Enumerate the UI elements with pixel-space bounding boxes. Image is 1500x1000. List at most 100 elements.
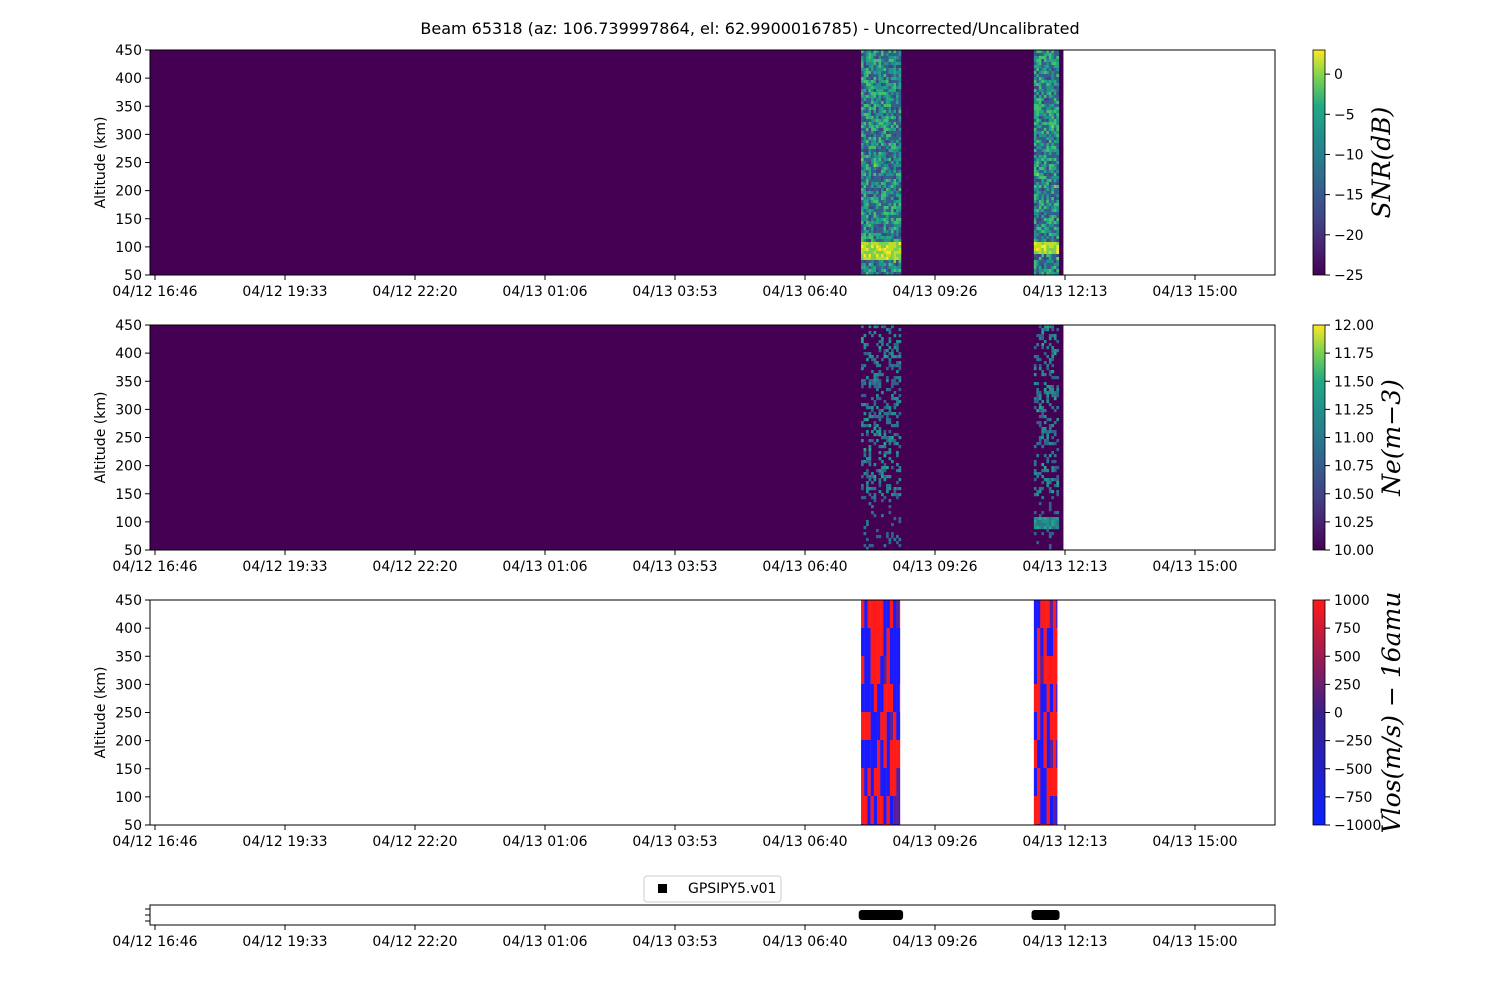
heatmap-cell (1056, 221, 1060, 225)
velocity-cell (1053, 600, 1057, 629)
heatmap-cell (1043, 469, 1047, 473)
heatmap-cell (878, 490, 882, 494)
heatmap-cell (896, 95, 899, 99)
heatmap-cell (873, 131, 877, 135)
heatmap-cell (886, 403, 889, 407)
heatmap-cell (863, 164, 867, 168)
heatmap-cell (891, 239, 894, 243)
heatmap-cell (888, 328, 892, 332)
heatmap-cell (1046, 170, 1050, 174)
heatmap-cell (1033, 469, 1037, 473)
velocity-cell (1037, 656, 1041, 685)
heatmap-cell (1036, 254, 1040, 258)
heatmap-cell (893, 134, 897, 138)
heatmap-cell (1051, 197, 1055, 201)
heatmap-cell (868, 107, 872, 111)
heatmap-cell (1051, 140, 1055, 144)
heatmap-cell (861, 191, 864, 195)
y-tick-label: 300 (115, 402, 142, 418)
heatmap-cell (1043, 520, 1047, 524)
heatmap-cell (896, 364, 899, 368)
heatmap-cell (1038, 221, 1042, 225)
heatmap-cell (893, 140, 897, 144)
heatmap-cell (1036, 269, 1040, 273)
velocity-cell (1049, 740, 1054, 769)
heatmap-cell (1053, 62, 1057, 66)
heatmap-cell (1043, 257, 1047, 261)
heatmap-cell (1038, 185, 1042, 189)
heatmap-cell (883, 254, 887, 258)
heatmap-cell (1038, 134, 1042, 138)
heatmap-cell (1041, 343, 1045, 347)
y-tick-label: 450 (115, 593, 142, 609)
velocity-cell (886, 712, 891, 741)
heatmap-cell (1046, 236, 1050, 240)
velocity-cell (864, 740, 868, 769)
heatmap-cell (873, 266, 877, 270)
heatmap-cell (1038, 415, 1042, 419)
heatmap-cell (891, 74, 894, 78)
heatmap-cell (871, 167, 874, 171)
heatmap-cell (888, 254, 892, 258)
heatmap-cell (876, 382, 879, 386)
heatmap-cell (871, 53, 874, 57)
heatmap-cell (873, 98, 877, 102)
heatmap-cell (888, 56, 892, 60)
heatmap-cell (866, 203, 869, 207)
velocity-cell (883, 628, 887, 657)
heatmap-cell (881, 206, 884, 210)
x-tick-label: 04/12 22:20 (372, 834, 457, 850)
heatmap-cell (888, 116, 892, 120)
heatmap-cell (888, 185, 892, 189)
heatmap-cell (866, 56, 869, 60)
velocity-cell (1053, 656, 1057, 685)
heatmap-cell (878, 245, 882, 249)
heatmap-cell (1046, 143, 1050, 147)
heatmap-cell (866, 257, 869, 261)
heatmap-cell (893, 343, 897, 347)
heatmap-cell (868, 137, 872, 141)
heatmap-cell (1033, 194, 1037, 198)
heatmap-cell (1043, 164, 1047, 168)
heatmap-cell (1046, 71, 1050, 75)
heatmap-cell (1046, 119, 1050, 123)
heatmap-cell (1056, 260, 1060, 264)
heatmap-cell (863, 131, 867, 135)
heatmap-cell (1056, 104, 1060, 108)
heatmap-cell (873, 233, 877, 237)
heatmap-cell (873, 77, 877, 81)
heatmap-cell (883, 68, 887, 72)
heatmap-cell (898, 197, 902, 201)
heatmap-cell (868, 191, 872, 195)
heatmap-cell (883, 496, 887, 500)
heatmap-cell (1043, 209, 1047, 213)
heatmap-cell (1036, 523, 1040, 527)
heatmap-cell (866, 182, 869, 186)
heatmap-cell (893, 254, 897, 258)
heatmap-cell (891, 185, 894, 189)
heatmap-cell (866, 197, 869, 201)
heatmap-cell (883, 128, 887, 132)
heatmap-cell (886, 62, 889, 66)
heatmap-cell (893, 158, 897, 162)
heatmap-cell (1051, 394, 1055, 398)
heatmap-cell (1046, 481, 1050, 485)
heatmap-cell (881, 188, 884, 192)
heatmap-cell (883, 212, 887, 216)
heatmap-cell (881, 272, 884, 276)
heatmap-cell (893, 391, 897, 395)
heatmap-cell (1053, 203, 1057, 207)
heatmap-cell (1033, 251, 1037, 255)
heatmap-cell (868, 182, 872, 186)
heatmap-cell (893, 382, 897, 386)
velocity-cell (861, 600, 865, 629)
heatmap-cell (878, 373, 882, 377)
heatmap-cell (873, 161, 877, 165)
heatmap-cell (871, 179, 874, 183)
heatmap-cell (866, 242, 869, 246)
heatmap-cell (1046, 128, 1050, 132)
heatmap-cell (1036, 68, 1040, 72)
heatmap-cell (881, 215, 884, 219)
heatmap-cell (868, 263, 872, 267)
velocity-cell (1037, 740, 1041, 769)
